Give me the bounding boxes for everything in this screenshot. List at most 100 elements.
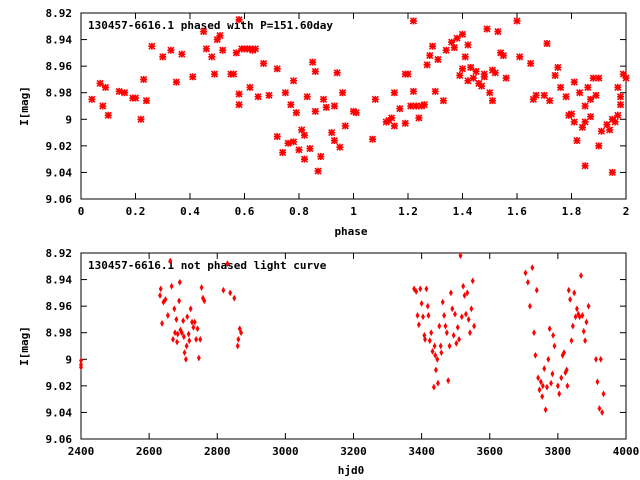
phased-y-tick-label: 9.06 bbox=[46, 193, 73, 206]
phased-data-point bbox=[96, 79, 104, 87]
phased-data-point bbox=[603, 121, 611, 129]
phased-data-point bbox=[418, 102, 426, 110]
phased-data-point bbox=[390, 89, 398, 97]
unphased-data-point bbox=[566, 286, 571, 294]
phased-x-tick-label: 1.2 bbox=[398, 205, 418, 218]
phased-data-point bbox=[614, 111, 622, 119]
unphased-data-point bbox=[173, 329, 177, 337]
phased-data-point bbox=[396, 105, 404, 113]
unphased-data-point bbox=[530, 264, 535, 272]
phased-data-point bbox=[235, 90, 243, 98]
phased-data-point bbox=[260, 59, 268, 68]
phased-data-point bbox=[371, 95, 379, 103]
phased-data-point bbox=[464, 41, 472, 49]
phased-x-tick-label: 1 bbox=[350, 205, 357, 218]
unphased-data-point bbox=[177, 278, 182, 286]
phased-data-point bbox=[461, 53, 469, 61]
phased-data-point bbox=[439, 97, 447, 105]
phased-x-axis-label: phase bbox=[334, 225, 367, 238]
phased-data-point bbox=[570, 78, 578, 86]
phased-data-point bbox=[409, 87, 418, 95]
unphased-data-point bbox=[579, 272, 583, 279]
unphased-data-point bbox=[461, 282, 466, 290]
unphased-data-point bbox=[437, 322, 442, 330]
phased-data-point bbox=[576, 89, 584, 97]
unphased-data-point bbox=[462, 292, 467, 299]
phased-data-point bbox=[254, 93, 262, 101]
unphased-data-point bbox=[447, 342, 452, 350]
unphased-data-point bbox=[414, 288, 419, 295]
phased-data-point bbox=[235, 101, 243, 109]
phased-data-point bbox=[104, 111, 112, 119]
unphased-data-point bbox=[446, 377, 451, 384]
unphased-data-point bbox=[572, 289, 577, 297]
unphased-data-point bbox=[550, 370, 555, 378]
unphased-data-point bbox=[551, 331, 556, 339]
phased-data-point bbox=[488, 97, 497, 105]
unphased-data-point bbox=[595, 378, 600, 386]
unphased-y-tick-label: 9 bbox=[65, 353, 72, 366]
unphased-data-point bbox=[459, 313, 464, 321]
unphased-data-point bbox=[543, 406, 548, 414]
unphased-data-point bbox=[533, 351, 538, 359]
phased-data-point bbox=[420, 101, 428, 109]
phased-data-point bbox=[216, 32, 224, 40]
phased-data-point bbox=[407, 102, 415, 110]
phased-y-tick-label: 9.04 bbox=[46, 166, 73, 179]
unphased-data-point bbox=[202, 297, 207, 305]
unphased-data-point bbox=[185, 313, 190, 321]
unphased-data-point bbox=[181, 317, 186, 325]
phased-data-point bbox=[622, 74, 630, 82]
unphased-data-point bbox=[161, 298, 166, 306]
unphased-data-point bbox=[580, 312, 585, 319]
phased-data-point bbox=[273, 65, 281, 73]
phased-data-point bbox=[284, 139, 292, 147]
phased-data-point bbox=[565, 111, 573, 119]
unphased-data-point bbox=[594, 355, 598, 363]
phased-data-point bbox=[587, 113, 595, 121]
unphased-data-point bbox=[463, 310, 468, 318]
unphased-data-point bbox=[573, 313, 578, 321]
unphased-y-tick-label: 8.98 bbox=[46, 327, 73, 340]
unphased-data-point bbox=[549, 379, 554, 387]
phased-data-point bbox=[595, 74, 603, 82]
phased-data-point bbox=[480, 73, 488, 81]
phased-data-point bbox=[273, 132, 281, 141]
unphased-data-point bbox=[586, 302, 591, 310]
unphased-data-point bbox=[575, 305, 579, 313]
unphased-data-point bbox=[436, 379, 440, 387]
unphased-data-point bbox=[424, 285, 429, 293]
phased-data-point bbox=[431, 87, 439, 95]
phased-data-point bbox=[472, 67, 480, 76]
phased-x-tick-label: 0 bbox=[78, 205, 85, 218]
phased-data-point bbox=[426, 51, 434, 60]
unphased-data-point bbox=[537, 386, 542, 394]
phased-data-point bbox=[289, 77, 298, 85]
unphased-panel: 130457-6616.1 not phased light curve hjd… bbox=[18, 247, 639, 477]
phased-data-point bbox=[467, 63, 475, 72]
phased-data-point bbox=[478, 82, 486, 90]
phased-y-tick-label: 8.98 bbox=[46, 87, 73, 100]
unphased-data-point bbox=[430, 347, 435, 355]
unphased-data-point bbox=[451, 331, 456, 339]
unphased-data-point bbox=[433, 366, 438, 374]
phased-data-point bbox=[587, 95, 595, 103]
unphased-data-point bbox=[532, 329, 536, 337]
phased-data-point bbox=[265, 91, 273, 99]
unphased-y-axis-label: I[mag] bbox=[18, 326, 31, 366]
phased-data-point bbox=[306, 144, 314, 153]
phased-data-point bbox=[557, 83, 565, 91]
phased-data-point bbox=[369, 135, 377, 143]
unphased-data-point bbox=[196, 354, 201, 362]
unphased-data-point bbox=[547, 325, 552, 333]
unphased-x-tick-label: 3000 bbox=[272, 445, 299, 458]
unphased-data-point bbox=[177, 297, 182, 305]
phased-data-point bbox=[527, 59, 535, 68]
phased-data-point bbox=[309, 58, 317, 66]
unphased-data-point bbox=[232, 294, 237, 302]
unphased-data-point bbox=[175, 330, 180, 338]
phased-data-point bbox=[592, 91, 600, 99]
unphased-data-point bbox=[523, 269, 528, 277]
phased-x-tick-label: 0.6 bbox=[235, 205, 255, 218]
